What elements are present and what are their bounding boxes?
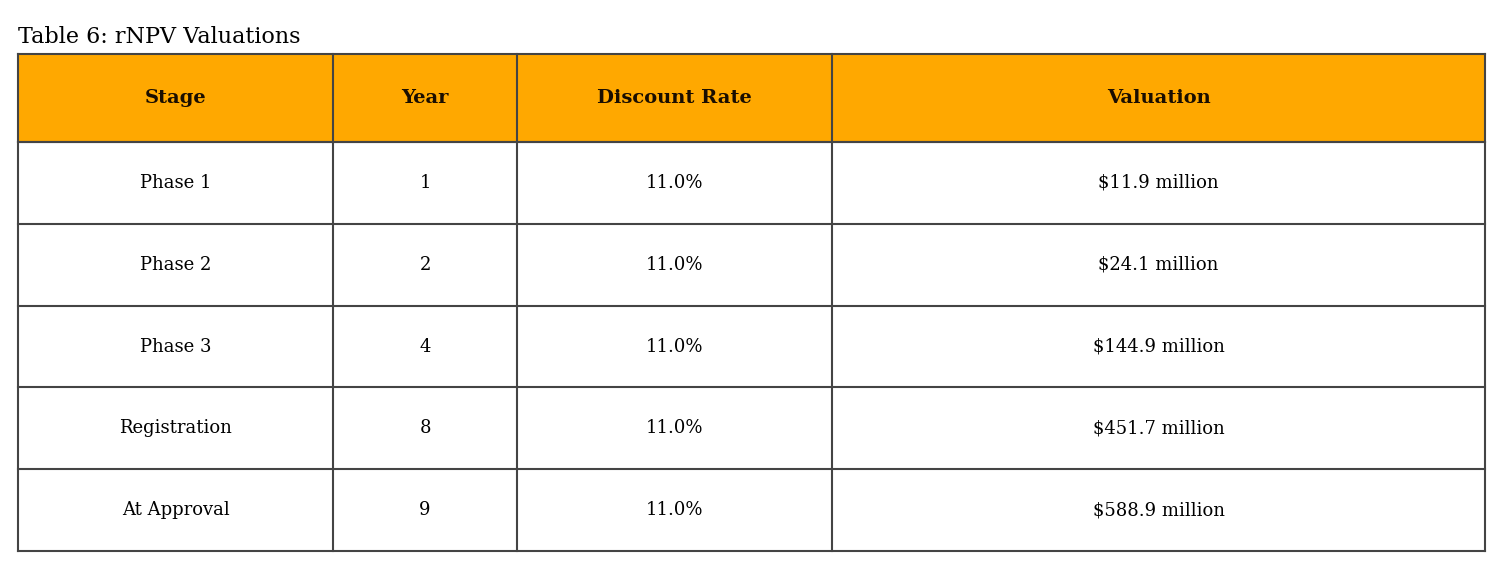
Bar: [517, 224, 833, 306]
Bar: [18, 54, 334, 142]
Bar: [517, 387, 833, 469]
Text: Discount Rate: Discount Rate: [597, 89, 752, 107]
Bar: [517, 142, 833, 224]
Bar: [334, 469, 517, 551]
Text: Registration: Registration: [119, 419, 231, 438]
Bar: [517, 469, 833, 551]
Bar: [517, 54, 833, 142]
Text: Stage: Stage: [144, 89, 206, 107]
Bar: [334, 224, 517, 306]
Text: Year: Year: [401, 89, 449, 107]
Text: $144.9 million: $144.9 million: [1093, 337, 1225, 356]
Text: 4: 4: [419, 337, 431, 356]
Bar: [334, 142, 517, 224]
Text: $588.9 million: $588.9 million: [1093, 501, 1225, 519]
Bar: [517, 306, 833, 387]
Text: At Approval: At Approval: [122, 501, 230, 519]
Text: $451.7 million: $451.7 million: [1093, 419, 1225, 438]
Bar: [833, 54, 1485, 142]
Bar: [18, 469, 334, 551]
Bar: [833, 387, 1485, 469]
Text: 8: 8: [419, 419, 431, 438]
Bar: [334, 54, 517, 142]
Text: Phase 1: Phase 1: [140, 174, 212, 192]
Bar: [334, 387, 517, 469]
Text: Phase 2: Phase 2: [140, 255, 212, 274]
Text: 2: 2: [419, 255, 431, 274]
Text: 11.0%: 11.0%: [646, 255, 703, 274]
Bar: [18, 387, 334, 469]
Text: 1: 1: [419, 174, 431, 192]
Text: 11.0%: 11.0%: [646, 419, 703, 438]
Text: Valuation: Valuation: [1106, 89, 1210, 107]
Bar: [18, 142, 334, 224]
Bar: [18, 224, 334, 306]
Text: 11.0%: 11.0%: [646, 337, 703, 356]
Text: Table 6: rNPV Valuations: Table 6: rNPV Valuations: [18, 26, 301, 48]
Bar: [833, 469, 1485, 551]
Text: 9: 9: [419, 501, 431, 519]
Bar: [833, 306, 1485, 387]
Text: 11.0%: 11.0%: [646, 174, 703, 192]
Text: 11.0%: 11.0%: [646, 501, 703, 519]
Text: Phase 3: Phase 3: [140, 337, 212, 356]
Bar: [833, 224, 1485, 306]
Bar: [833, 142, 1485, 224]
Bar: [334, 306, 517, 387]
Text: $11.9 million: $11.9 million: [1099, 174, 1219, 192]
Bar: [18, 306, 334, 387]
Text: $24.1 million: $24.1 million: [1099, 255, 1219, 274]
